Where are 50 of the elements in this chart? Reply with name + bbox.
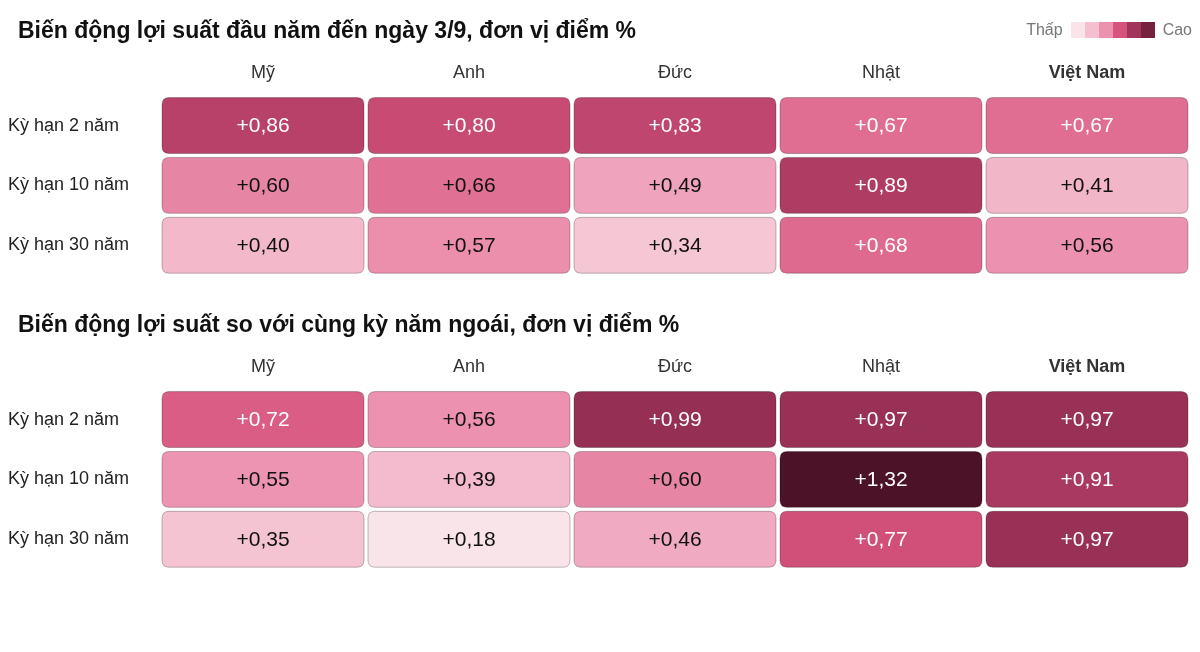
y-tick-label: Kỳ hạn 10 năm — [8, 174, 130, 195]
data-label: +0,89 — [854, 173, 908, 197]
data-label: +0,83 — [648, 113, 702, 137]
data-label: +0,97 — [1060, 527, 1114, 551]
x-tick-label: Mỹ — [251, 61, 275, 82]
x-tick-label: Đức — [657, 355, 693, 376]
data-label: +0,80 — [442, 113, 496, 137]
data-label: +0,67 — [1060, 113, 1114, 137]
data-label: +0,99 — [648, 407, 702, 431]
data-label: +1,32 — [854, 467, 908, 491]
data-label: +0,56 — [442, 407, 496, 431]
data-label: +0,97 — [854, 407, 908, 431]
data-label: +0,68 — [854, 233, 908, 257]
data-label: +0,60 — [648, 467, 702, 491]
y-tick-label: Kỳ hạn 30 năm — [8, 528, 130, 549]
chart-title: Biến động lợi suất so với cùng kỳ năm ngoái, đơn vị điểm % — [18, 310, 680, 338]
text: Cao — [1162, 21, 1192, 39]
y-tick-label: Kỳ hạn 30 năm — [8, 234, 130, 255]
x-tick-label: Anh — [452, 61, 486, 82]
data-label: +0,60 — [236, 173, 290, 197]
data-label: +0,91 — [1060, 467, 1114, 491]
y-tick-label: Kỳ hạn 2 năm — [8, 114, 120, 135]
data-label: +0,97 — [1060, 407, 1114, 431]
data-label: +0,66 — [442, 173, 496, 197]
chart-title: Biến động lợi suất đầu năm đến ngày 3/9, đơn vị điểm % — [18, 16, 637, 44]
x-tick-label: Nhật — [861, 61, 901, 82]
data-label: +0,18 — [442, 527, 496, 551]
data-label: +0,57 — [442, 233, 496, 257]
data-label: +0,72 — [236, 407, 290, 431]
y-tick-label: Kỳ hạn 2 năm — [8, 408, 120, 429]
data-label: +0,41 — [1060, 173, 1114, 197]
data-label: +0,56 — [1060, 233, 1114, 257]
data-label: +0,35 — [236, 527, 290, 551]
data-label: +0,39 — [442, 467, 496, 491]
data-label: +0,34 — [648, 233, 702, 257]
x-tick-label: Việt Nam — [1048, 355, 1126, 376]
x-tick-label: Đức — [657, 61, 693, 82]
data-label: +0,86 — [236, 113, 290, 137]
x-tick-label: Anh — [452, 355, 486, 376]
x-tick-label: Việt Nam — [1048, 61, 1126, 82]
x-tick-label: Mỹ — [251, 355, 275, 376]
data-label: +0,55 — [236, 467, 290, 491]
x-tick-label: Nhật — [861, 355, 901, 376]
y-tick-label: Kỳ hạn 10 năm — [8, 468, 130, 489]
data-label: +0,67 — [854, 113, 908, 137]
text: Thấp — [1026, 21, 1063, 39]
data-label: +0,46 — [648, 527, 702, 551]
data-label: +0,49 — [648, 173, 702, 197]
data-label: +0,40 — [236, 233, 290, 257]
data-label: +0,77 — [854, 527, 908, 551]
